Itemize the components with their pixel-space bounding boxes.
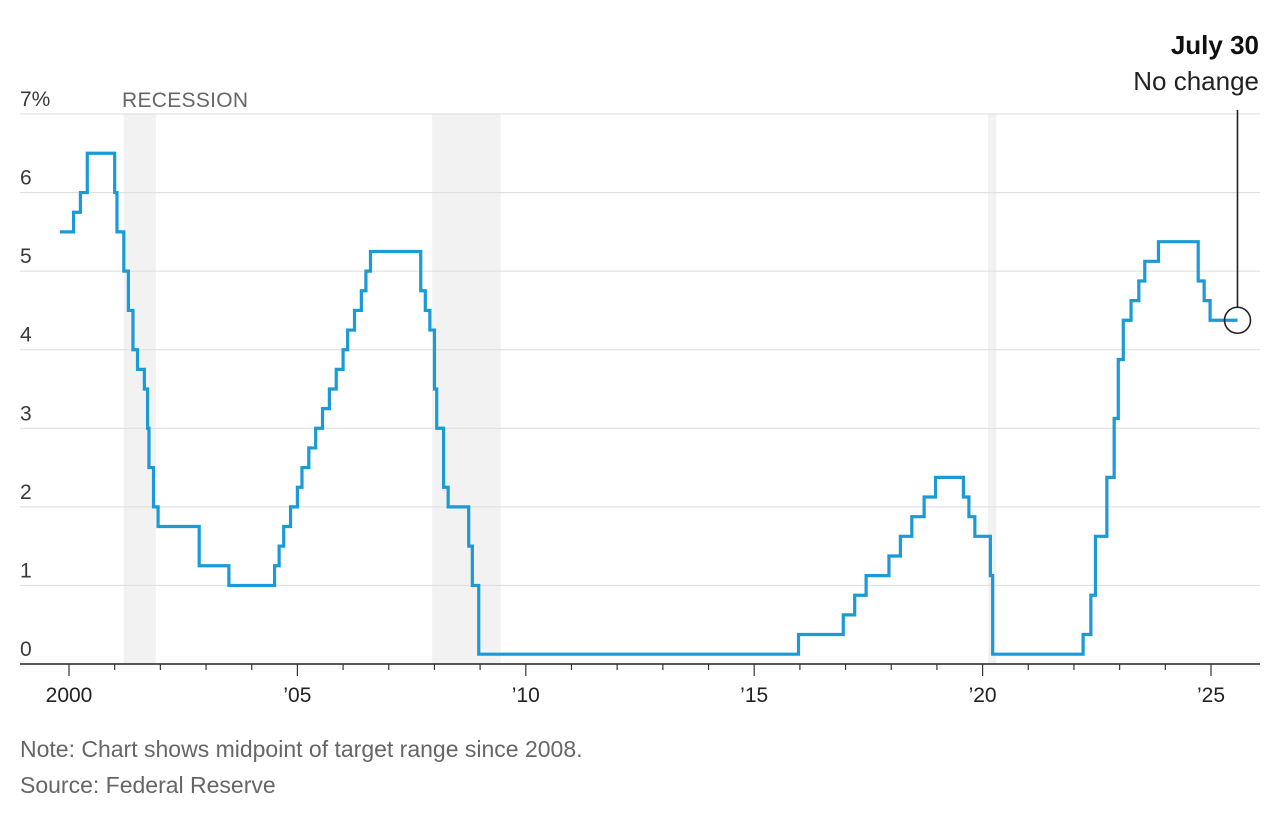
recession-bands (123, 114, 997, 664)
recession-label: RECESSION (122, 89, 248, 112)
recession-band (123, 114, 156, 664)
x-tick-label: ’25 (1197, 684, 1225, 707)
recession-band (988, 114, 997, 664)
series-layer (59, 151, 1238, 656)
y-tick-label: 6 (20, 167, 32, 190)
annotation-text: No change (1133, 66, 1259, 96)
y-tick-label: 2 (20, 481, 32, 504)
series-line (59, 151, 1238, 656)
x-tick-label: 2000 (46, 684, 93, 707)
x-tick-label: ’15 (740, 684, 768, 707)
chart-source: Source: Federal Reserve (20, 772, 276, 798)
y-tick-label: 1 (20, 559, 32, 582)
chart-note: Note: Chart shows midpoint of target ran… (20, 736, 583, 762)
annotation: July 30 No change (1133, 30, 1259, 335)
recession-band (432, 114, 501, 664)
y-tick-label: 3 (20, 402, 32, 425)
y-axis-ticks: 0 1 2 3 4 5 6 7% (20, 88, 50, 661)
y-tick-label: 0 (20, 638, 32, 661)
grid-lines (20, 113, 1260, 586)
y-tick-label: 5 (20, 245, 32, 268)
x-tick-label: ’20 (969, 684, 997, 707)
x-tick-label: ’10 (512, 684, 540, 707)
y-tick-label: 7% (20, 88, 50, 111)
x-axis: 2000 ’05 ’10 ’15 ’20 ’25 (20, 663, 1260, 707)
annotation-date: July 30 (1171, 30, 1259, 60)
annotation-marker (1223, 306, 1252, 335)
x-tick-label: ’05 (283, 684, 311, 707)
y-tick-label: 4 (20, 324, 32, 347)
